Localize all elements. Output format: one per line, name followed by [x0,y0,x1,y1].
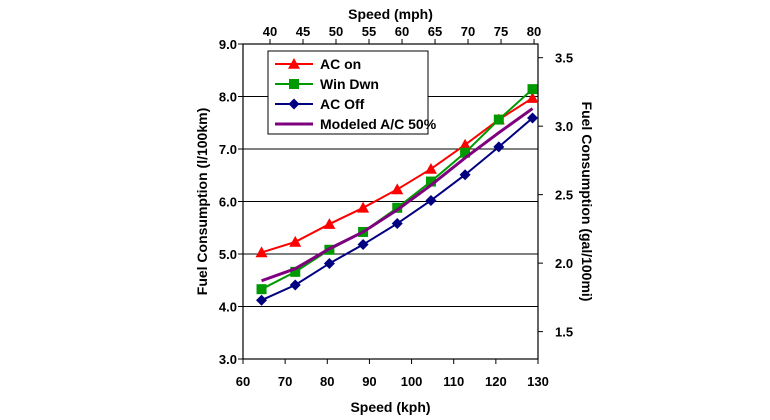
legend-entry-modeled-a-c-50: Modeled A/C 50% [275,116,437,132]
y-tick-label: 6.0 [219,195,237,210]
legend-entry-ac-off: AC Off [275,96,365,112]
legend-label: Modeled A/C 50% [320,116,437,132]
y2-tick-label: 2.5 [555,188,573,203]
x-tick-label: 90 [362,374,376,389]
x-tick-label: 60 [236,374,250,389]
series-ac-off [256,112,539,306]
x2-tick-label: 65 [428,24,442,39]
y2-tick-label: 3.5 [555,51,573,66]
x2-tick-label: 45 [296,24,310,39]
y-tick-label: 8.0 [219,90,237,105]
data-point-ac-on [459,138,472,150]
y-tick-label: 7.0 [219,142,237,157]
data-point-ac-off [527,112,539,124]
x2-tick-label: 80 [527,24,541,39]
data-point-win-dwn [527,84,538,95]
y-axis-title: Fuel Consumption (l/100km) [194,108,210,295]
x-tick-label: 120 [485,374,507,389]
y-tick-label: 9.0 [219,37,237,52]
legend-items: AC on Win Dwn AC Off Modeled A/C 50% [275,56,437,132]
series-ac-on [255,92,539,258]
x2-axis-title: Speed (mph) [348,6,433,22]
data-point-ac-off [256,294,268,306]
x-tick-label: 80 [320,374,334,389]
data-point-ac-off [459,169,471,181]
series-layer [255,84,539,306]
legend-entry-win-dwn: Win Dwn [275,76,379,92]
data-point-ac-on [323,218,336,229]
x2-tick-label: 55 [362,24,376,39]
x2-tick-label: 50 [329,24,343,39]
y2-axis-title: Fuel Consumption (gal/100mi) [579,102,595,302]
data-point-win-dwn [493,114,504,125]
x-tick-label: 130 [527,374,549,389]
y-tick-label: 3.0 [219,352,237,367]
y2-tick-label: 1.5 [555,325,573,340]
data-point-win-dwn [392,202,403,213]
x-tick-label: 100 [401,374,423,389]
y-tick-label: 5.0 [219,247,237,262]
x-axis-title: Speed (kph) [350,399,430,415]
legend-swatch-marker [288,58,300,69]
x2-tick-label: 75 [494,24,508,39]
data-point-ac-off [289,279,301,291]
tick-layer: 3.0 4.0 5.0 6.0 7.0 8.0 9.0 1.5 2.0 2.5 3.0 3.5 60 70… [219,24,573,389]
data-point-ac-on [391,183,404,195]
data-point-ac-off [357,239,369,251]
data-point-win-dwn [425,176,436,187]
legend-label: AC on [320,56,361,72]
data-point-ac-off [323,257,335,269]
data-point-ac-on [289,235,302,247]
series-modeled-a-c-50 [261,107,534,283]
data-point-win-dwn [256,284,267,295]
data-point-ac-on [526,92,539,103]
data-point-win-dwn [460,147,471,158]
legend-swatch-marker [289,79,299,89]
data-point-ac-off [493,141,505,153]
legend-swatch-marker [288,98,300,110]
data-point-ac-on [357,201,370,213]
legend-label: AC Off [320,96,365,112]
x2-tick-label: 40 [263,24,277,39]
y2-tick-label: 3.0 [555,119,573,134]
data-point-ac-off [391,218,403,230]
x2-tick-label: 70 [461,24,475,39]
series-line-modeled-a-c-50 [261,107,534,283]
y2-tick-label: 2.0 [555,256,573,271]
legend-label: Win Dwn [320,76,379,92]
x2-tick-label: 60 [395,24,409,39]
legend: AC on Win Dwn AC Off Modeled A/C 50% [267,50,437,135]
x-tick-label: 110 [443,374,464,389]
x-tick-label: 70 [278,374,292,389]
legend-entry-ac-on: AC on [275,56,361,72]
data-point-ac-on [255,246,268,258]
data-point-win-dwn [290,266,301,277]
data-point-ac-on [424,162,437,174]
data-point-ac-off [425,194,437,206]
y-tick-label: 4.0 [219,300,237,315]
